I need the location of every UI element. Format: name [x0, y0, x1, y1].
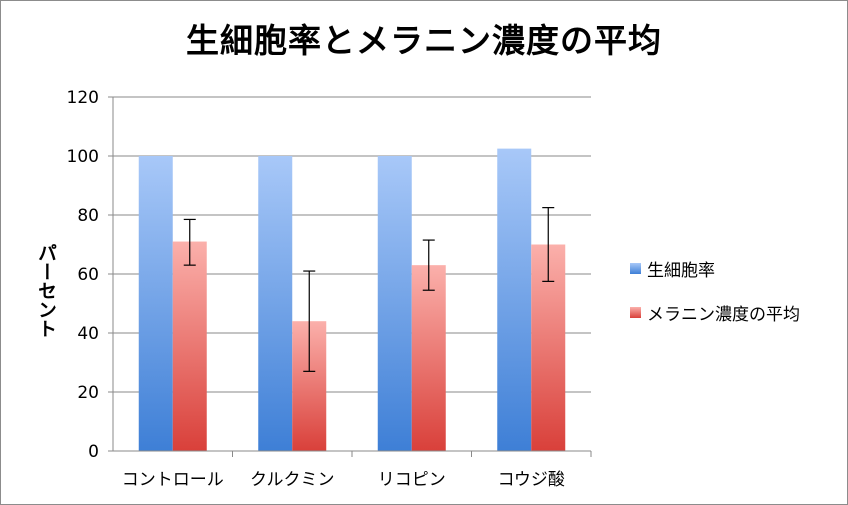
chart-title: 生細胞率とメラニン濃度の平均 — [186, 21, 662, 60]
bar-melanin — [411, 265, 446, 451]
legend-swatch-blue — [630, 263, 641, 274]
y-tick-label: 0 — [88, 442, 99, 462]
bar-viability — [138, 156, 173, 451]
bar-melanin — [172, 241, 207, 451]
legend-item-viability: 生細胞率 — [630, 256, 715, 281]
bar-viability — [258, 156, 293, 451]
legend-item-melanin: メラニン濃度の平均 — [630, 300, 800, 325]
legend-label-viability: 生細胞率 — [647, 261, 715, 281]
y-tick-label: 60 — [77, 265, 99, 285]
x-category-label: コウジ酸 — [498, 470, 565, 490]
y-tick-label: 120 — [67, 88, 99, 108]
bar-viability — [377, 156, 412, 451]
legend-swatch-red — [630, 307, 641, 318]
y-tick-label: 20 — [77, 383, 99, 403]
x-category-label: クルクミン — [250, 470, 335, 490]
y-tick-label: 40 — [77, 324, 99, 344]
x-category-label: コントロール — [122, 470, 224, 490]
x-category-label: リコピン — [378, 470, 446, 490]
legend-label-melanin: メラニン濃度の平均 — [647, 305, 800, 325]
bar-viability — [497, 148, 532, 451]
y-tick-label: 80 — [77, 206, 99, 226]
y-tick-label: 100 — [67, 147, 99, 167]
y-axis-label: パーセント — [35, 242, 57, 338]
